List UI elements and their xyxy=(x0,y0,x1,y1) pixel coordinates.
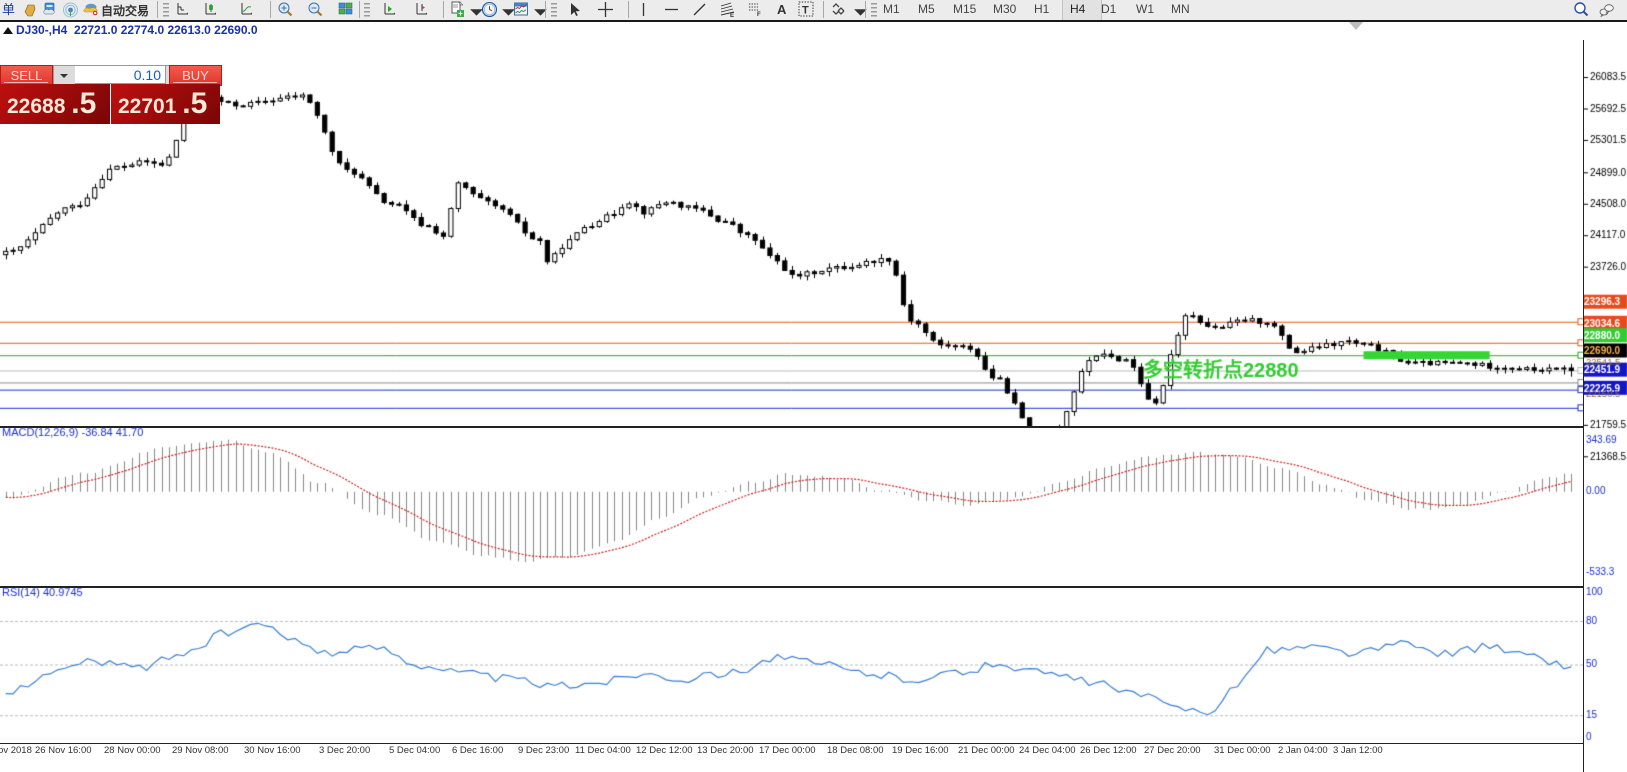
svg-text:T: T xyxy=(802,5,809,17)
svg-text:E: E xyxy=(730,13,734,18)
svg-text:A: A xyxy=(777,2,787,17)
svg-text:单: 单 xyxy=(2,2,15,17)
svg-text:F: F xyxy=(757,12,761,18)
